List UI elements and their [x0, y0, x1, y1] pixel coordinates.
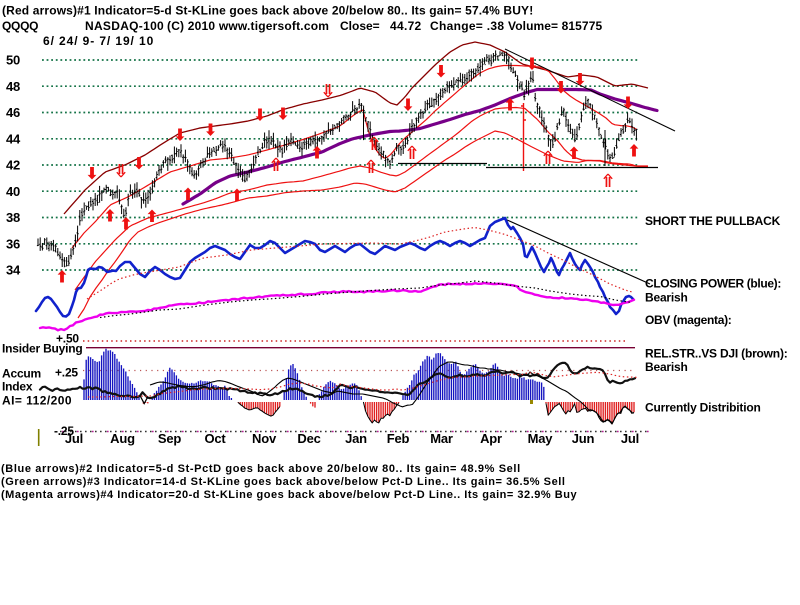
svg-text:Close=: Close= [340, 19, 380, 33]
svg-text:May: May [528, 431, 554, 446]
svg-text:+.50: +.50 [56, 332, 79, 346]
svg-text:Aug: Aug [110, 431, 135, 446]
svg-text:CLOSING POWER (blue):: CLOSING POWER (blue): [645, 277, 781, 291]
svg-text:Jul: Jul [65, 431, 83, 446]
svg-text:(Blue arrows)#2 Indicator=5-d: (Blue arrows)#2 Indicator=5-d St-PctD go… [1, 463, 521, 475]
svg-text:+.25: +.25 [55, 366, 78, 380]
svg-text:34: 34 [6, 263, 21, 278]
svg-text:40: 40 [6, 184, 20, 199]
svg-text:QQQQ: QQQQ [2, 19, 38, 33]
svg-text:46: 46 [6, 105, 20, 120]
svg-text:50: 50 [6, 53, 20, 68]
svg-text:Nov: Nov [252, 431, 277, 446]
svg-text:44: 44 [6, 131, 21, 146]
svg-text:Jan: Jan [345, 431, 367, 446]
svg-text:38: 38 [6, 210, 20, 225]
svg-text:AI= 112/200: AI= 112/200 [2, 394, 72, 408]
svg-text:(Red arrows)#1 Indicator=5-d S: (Red arrows)#1 Indicator=5-d St-KLine go… [2, 4, 533, 18]
svg-text:Index: Index [2, 380, 33, 394]
svg-text:NASDAQ-100: NASDAQ-100 [85, 19, 164, 33]
svg-text:Mar: Mar [430, 431, 453, 446]
svg-text:Feb: Feb [387, 431, 410, 446]
svg-text:44.72: 44.72 [390, 19, 422, 33]
svg-text:Oct: Oct [204, 431, 226, 446]
svg-text:Apr: Apr [480, 431, 502, 446]
svg-text:(Green arrows)#3 Indicator=14-: (Green arrows)#3 Indicator=14-d St-KLine… [1, 476, 565, 488]
svg-text:Jun: Jun [572, 431, 595, 446]
svg-text:(Magenta arrows)#4 Indicator=2: (Magenta arrows)#4 Indicator=20-d St-KLi… [1, 489, 577, 501]
svg-text:SHORT THE PULLBACK: SHORT THE PULLBACK [645, 214, 781, 228]
svg-text:OBV (magenta):: OBV (magenta): [645, 313, 731, 327]
svg-text:Bearish: Bearish [645, 291, 688, 305]
svg-text:Change= .38: Change= .38 [430, 19, 504, 33]
svg-text:42: 42 [6, 158, 20, 173]
svg-text:Jul: Jul [621, 431, 639, 446]
svg-text:48: 48 [6, 79, 20, 94]
svg-text:Dec: Dec [297, 431, 320, 446]
svg-text:(C) 2010 www.tigersoft.com: (C) 2010 www.tigersoft.com [167, 19, 329, 33]
svg-text:Volume= 815775: Volume= 815775 [508, 19, 602, 33]
svg-text:Insider Buying: Insider Buying [2, 342, 83, 356]
svg-text:Sep: Sep [158, 431, 182, 446]
svg-text:6/ 24/ 9- 7/ 19/ 10: 6/ 24/ 9- 7/ 19/ 10 [43, 34, 154, 48]
svg-text:Bearish: Bearish [645, 360, 688, 374]
svg-text:36: 36 [6, 236, 20, 251]
svg-text:Accum: Accum [2, 367, 41, 381]
svg-text:Currently Distribition: Currently Distribition [645, 401, 761, 415]
svg-text:REL.STR..VS DJI (brown):: REL.STR..VS DJI (brown): [645, 347, 788, 361]
svg-text:-.25: -.25 [54, 424, 74, 438]
